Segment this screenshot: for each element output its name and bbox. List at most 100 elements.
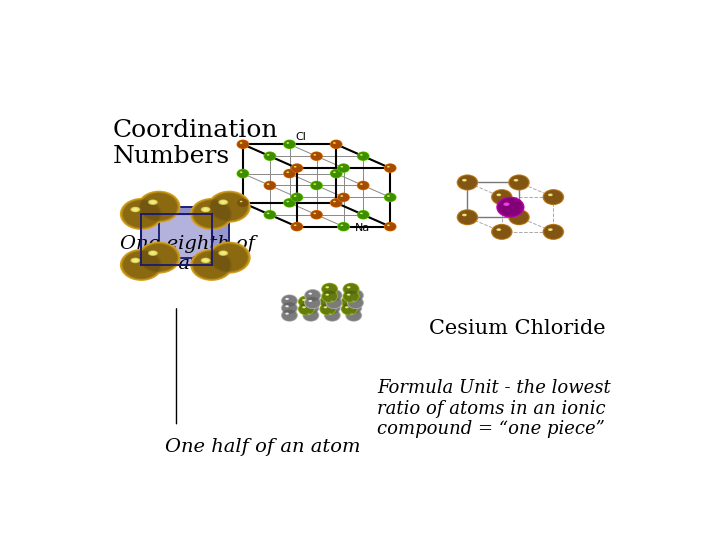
Circle shape — [325, 310, 340, 321]
Circle shape — [492, 225, 511, 239]
Circle shape — [384, 222, 397, 231]
Circle shape — [492, 190, 511, 204]
Circle shape — [209, 242, 250, 273]
Ellipse shape — [240, 201, 242, 202]
Ellipse shape — [221, 252, 225, 254]
Circle shape — [509, 175, 528, 190]
Circle shape — [338, 222, 349, 231]
Ellipse shape — [462, 214, 467, 217]
Circle shape — [508, 209, 530, 225]
Circle shape — [303, 295, 318, 306]
Ellipse shape — [287, 143, 289, 144]
Ellipse shape — [360, 213, 363, 214]
Circle shape — [264, 211, 275, 219]
Circle shape — [209, 242, 249, 273]
Circle shape — [264, 181, 276, 190]
Ellipse shape — [463, 214, 466, 216]
Circle shape — [282, 303, 297, 313]
Circle shape — [492, 190, 512, 205]
Circle shape — [305, 298, 320, 308]
Circle shape — [325, 295, 340, 306]
Circle shape — [282, 310, 297, 321]
Circle shape — [305, 297, 320, 308]
Circle shape — [284, 199, 295, 207]
Circle shape — [284, 140, 296, 149]
Circle shape — [193, 251, 230, 279]
Circle shape — [498, 198, 522, 216]
Ellipse shape — [360, 184, 363, 185]
Circle shape — [543, 190, 564, 205]
Ellipse shape — [314, 213, 316, 214]
Circle shape — [324, 302, 341, 314]
Ellipse shape — [351, 306, 352, 307]
Circle shape — [341, 296, 357, 308]
Circle shape — [237, 170, 248, 178]
Circle shape — [299, 296, 314, 308]
Ellipse shape — [331, 293, 333, 294]
Ellipse shape — [498, 194, 500, 195]
Ellipse shape — [549, 194, 552, 195]
Circle shape — [141, 193, 177, 220]
Circle shape — [210, 192, 248, 221]
Circle shape — [341, 303, 357, 315]
Circle shape — [292, 222, 302, 231]
Circle shape — [384, 222, 396, 231]
Circle shape — [346, 295, 361, 306]
Circle shape — [305, 290, 320, 301]
Circle shape — [338, 222, 349, 231]
Circle shape — [138, 242, 179, 273]
Circle shape — [291, 222, 303, 231]
Circle shape — [264, 211, 276, 219]
Circle shape — [210, 243, 248, 272]
Ellipse shape — [307, 313, 310, 314]
Circle shape — [210, 243, 249, 272]
Circle shape — [284, 170, 295, 178]
Circle shape — [491, 189, 513, 205]
Circle shape — [346, 310, 361, 321]
Ellipse shape — [240, 172, 242, 173]
Ellipse shape — [240, 172, 242, 173]
Circle shape — [357, 181, 369, 190]
Ellipse shape — [346, 299, 348, 301]
Circle shape — [299, 296, 314, 307]
Circle shape — [346, 295, 361, 307]
Ellipse shape — [152, 253, 154, 254]
Ellipse shape — [341, 195, 343, 197]
Circle shape — [300, 296, 313, 307]
Circle shape — [238, 140, 248, 148]
Circle shape — [327, 290, 341, 301]
Ellipse shape — [349, 305, 354, 307]
Ellipse shape — [330, 300, 333, 302]
Circle shape — [291, 193, 303, 202]
Circle shape — [509, 175, 529, 190]
Circle shape — [330, 140, 342, 148]
Circle shape — [140, 243, 179, 272]
Ellipse shape — [240, 171, 243, 173]
Circle shape — [338, 164, 349, 172]
Circle shape — [291, 193, 303, 202]
Circle shape — [282, 302, 297, 314]
Circle shape — [210, 193, 248, 221]
Circle shape — [238, 140, 248, 148]
Ellipse shape — [135, 260, 136, 261]
Ellipse shape — [294, 195, 297, 197]
Circle shape — [303, 309, 319, 321]
Circle shape — [140, 193, 177, 220]
Ellipse shape — [496, 228, 501, 231]
Circle shape — [510, 210, 528, 224]
Ellipse shape — [302, 306, 305, 308]
Circle shape — [357, 152, 369, 161]
Circle shape — [236, 169, 249, 178]
Circle shape — [320, 303, 336, 315]
Circle shape — [282, 302, 297, 314]
Ellipse shape — [286, 298, 288, 300]
Circle shape — [348, 297, 363, 308]
Circle shape — [139, 192, 179, 221]
Circle shape — [299, 303, 314, 315]
Circle shape — [140, 244, 177, 272]
Circle shape — [348, 297, 364, 308]
Circle shape — [302, 309, 320, 322]
Circle shape — [330, 170, 342, 178]
Circle shape — [458, 176, 477, 190]
Ellipse shape — [498, 194, 500, 195]
